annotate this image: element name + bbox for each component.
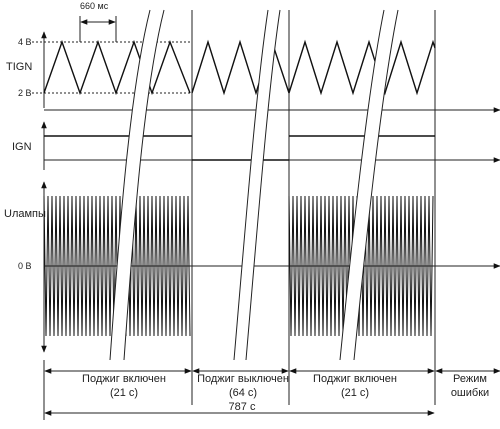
phase-4-subtitle: ошибки — [451, 387, 489, 399]
phase-3-title: Поджиг включен — [313, 373, 397, 385]
level-4v-label: 4 В — [18, 37, 32, 47]
total-duration-label: 787 с — [229, 401, 256, 413]
phase-1-title: Поджиг включен — [82, 373, 166, 385]
time-break-2 — [233, 9, 281, 361]
tign-wave-phase3 — [288, 39, 436, 96]
time-break-3 — [339, 9, 399, 361]
level-0v-label: 0 В — [18, 261, 32, 271]
ulamp-label: Uлампы — [4, 208, 46, 220]
phase-1-duration: (21 с) — [110, 387, 138, 399]
time-break-1 — [109, 9, 165, 361]
tign-label: TIGN — [6, 61, 32, 73]
phase-3-duration: (21 с) — [341, 387, 369, 399]
period-label: 660 мс — [80, 1, 109, 11]
phase-2-title: Поджиг выключен — [197, 373, 289, 385]
phase-4-title: Режим — [453, 373, 487, 385]
phase-2-duration: (64 с) — [229, 387, 257, 399]
ign-label: IGN — [12, 141, 32, 153]
level-2v-label: 2 В — [18, 88, 32, 98]
tign-wave-phase1 — [43, 39, 191, 96]
